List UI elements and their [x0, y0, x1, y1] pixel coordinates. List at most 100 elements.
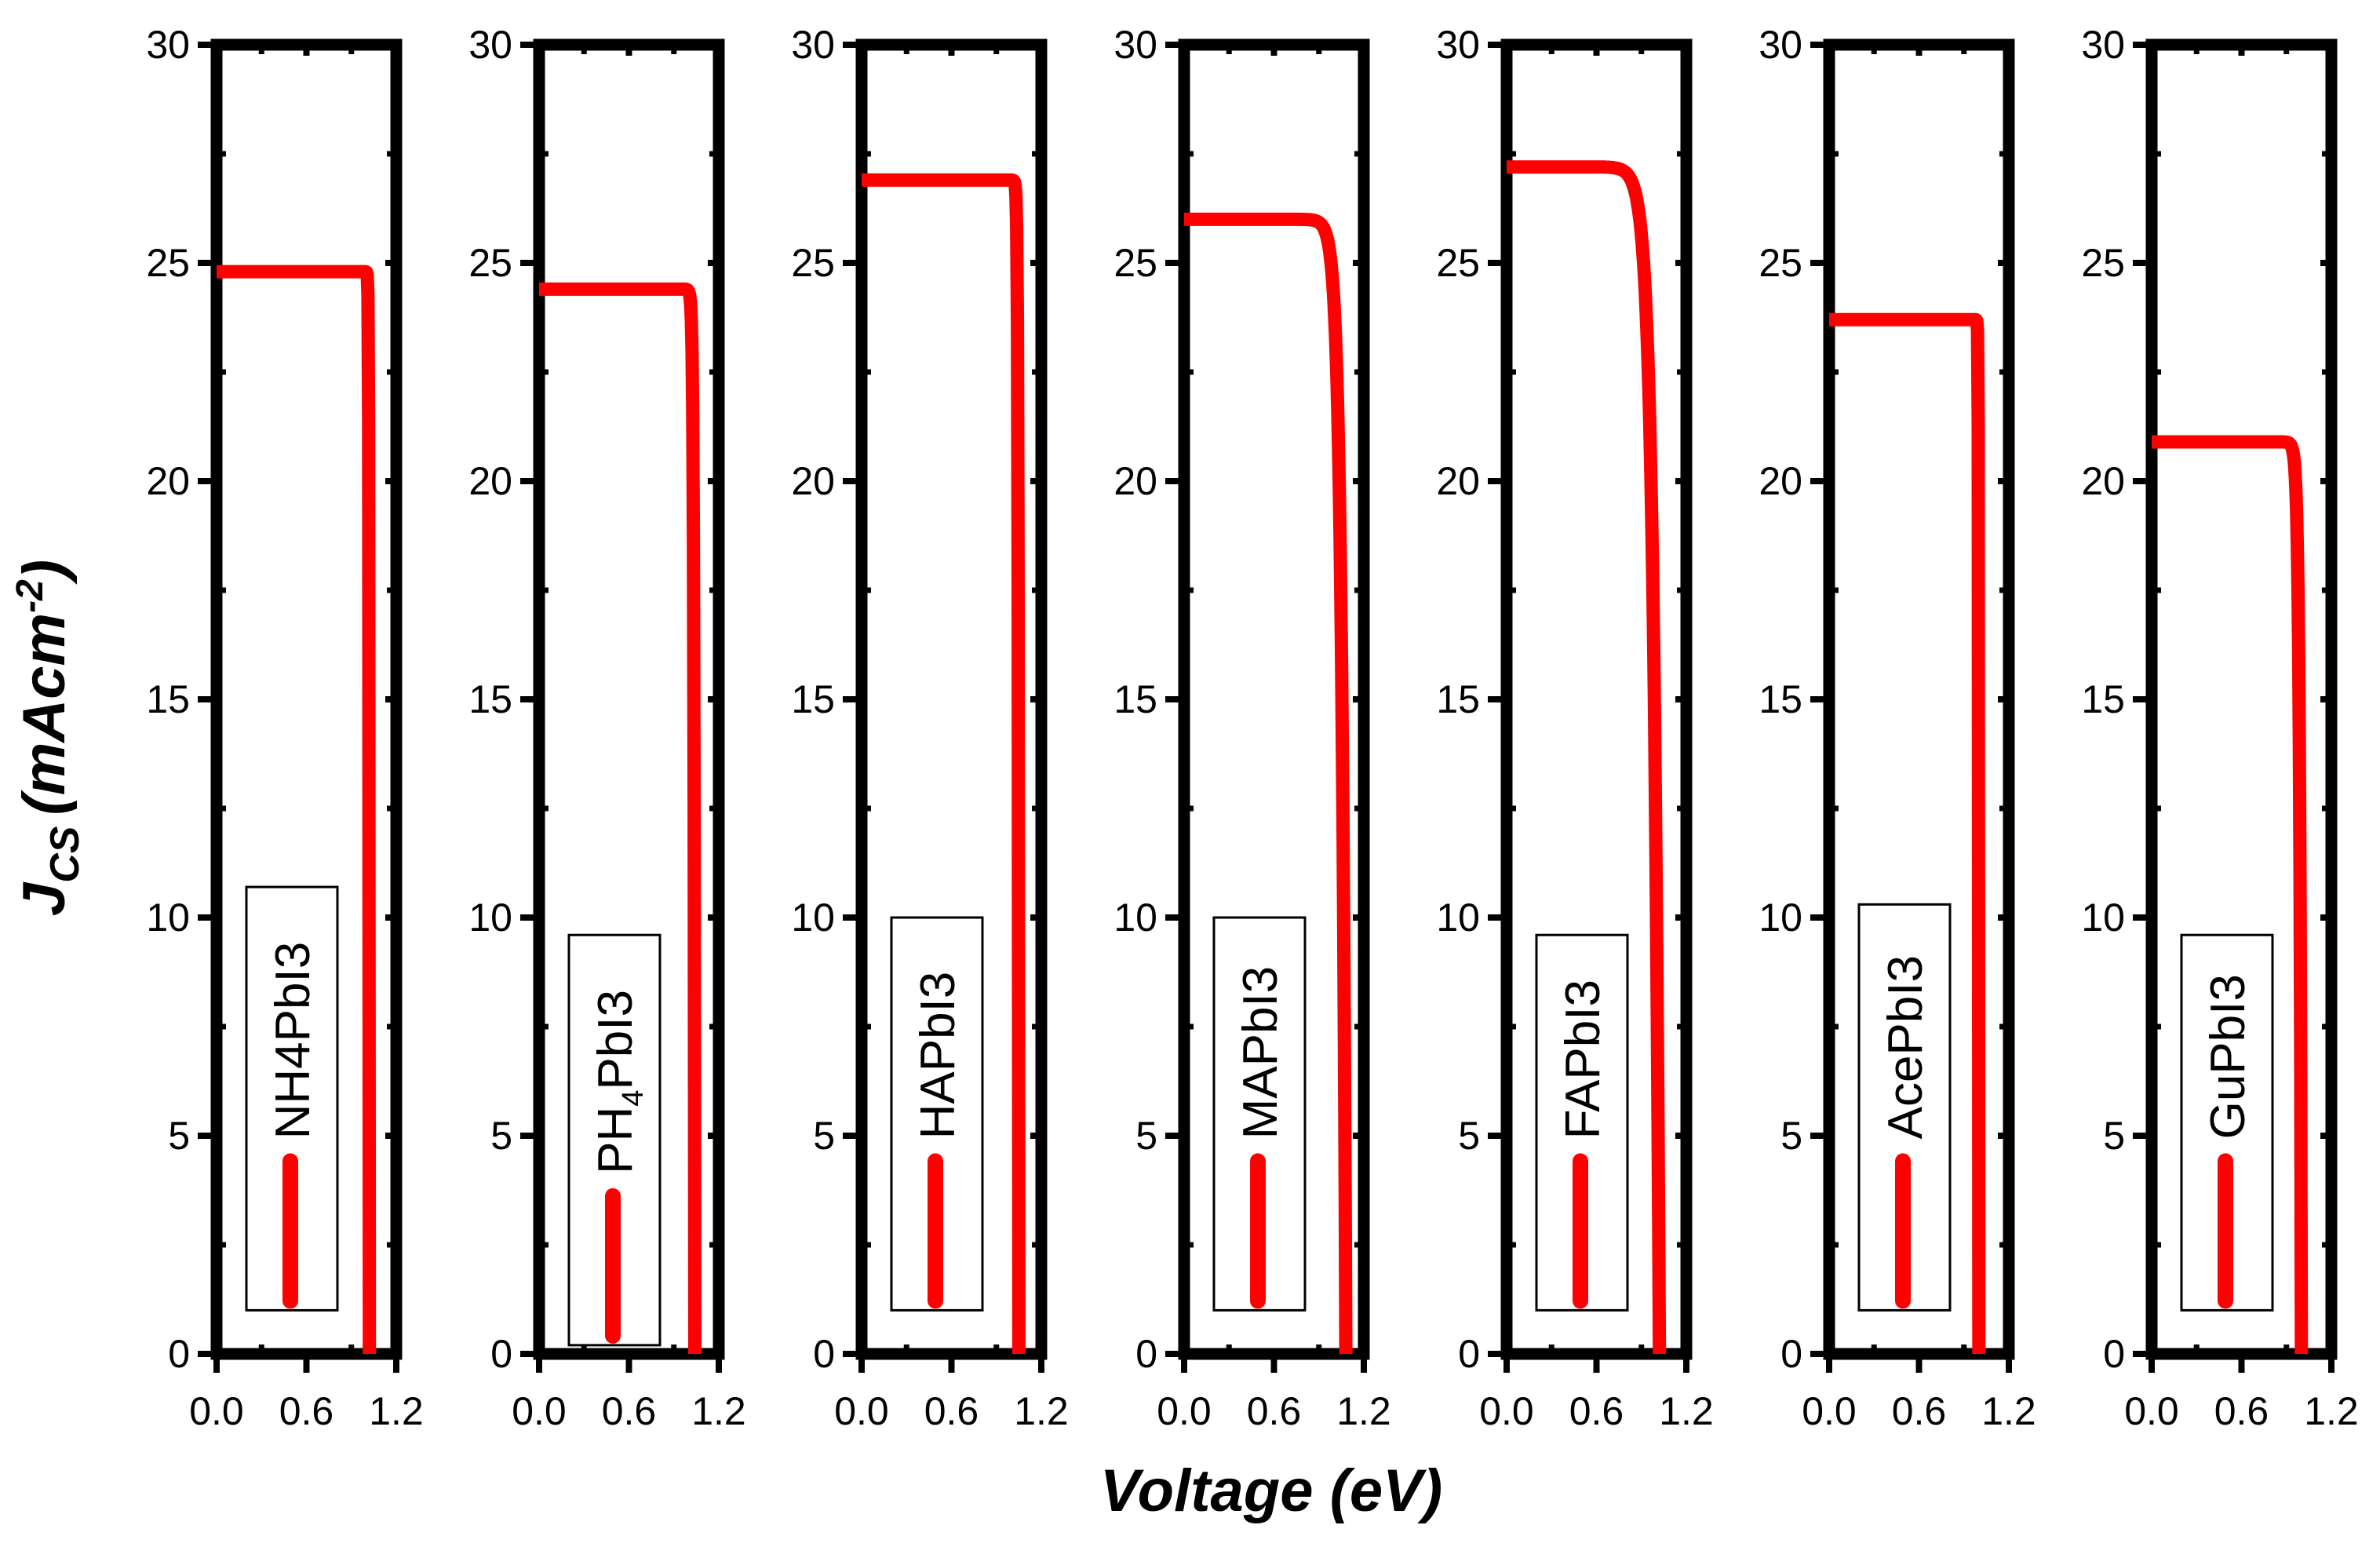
- x-tick-label: 0.0: [189, 1389, 244, 1433]
- y-tick-label: 25: [2081, 241, 2125, 285]
- jv-curve: [1500, 160, 1667, 1355]
- y-axis-title-sub: CS: [42, 826, 88, 883]
- x-tick-label: 0.0: [834, 1389, 889, 1433]
- y-tick-label: 20: [1113, 459, 1157, 503]
- y-tick-label: 5: [490, 1114, 512, 1158]
- y-tick-label: 5: [1135, 1114, 1157, 1158]
- panel-3: 0 5 10 15 20 25 30 0.0 0.6 1.2 HAPbI3: [791, 23, 1068, 1433]
- jv-curve: [1823, 312, 1986, 1355]
- x-tick-label: 0.6: [1892, 1389, 1947, 1433]
- panel-5: 0 5 10 15 20 25 30 0.0 0.6 1.2 FAPbI3: [1436, 23, 1713, 1433]
- y-tick-label: 30: [1436, 23, 1480, 67]
- y-tick-label: 25: [1436, 241, 1480, 285]
- legend-label: NH4PbI3: [266, 942, 320, 1140]
- y-tick-label: 10: [2081, 896, 2125, 940]
- y-tick-label: 30: [1113, 23, 1157, 67]
- x-tick-label: 1.2: [691, 1389, 746, 1433]
- x-tick-label: 0.0: [1157, 1389, 1212, 1433]
- x-tick-label: 1.2: [1659, 1389, 1714, 1433]
- x-tick-label: 0.6: [2214, 1389, 2269, 1433]
- x-tick-label: 0.0: [512, 1389, 567, 1433]
- legend-label: AcePbI3: [1879, 955, 1933, 1139]
- y-tick-label: 25: [468, 241, 512, 285]
- y-tick-label: 0: [813, 1332, 835, 1376]
- jv-curve: [533, 282, 702, 1355]
- y-tick-label: 25: [1759, 241, 1802, 285]
- y-tick-label: 5: [1780, 1114, 1802, 1158]
- x-tick-label: 0.0: [1479, 1389, 1534, 1433]
- y-tick-label: 15: [468, 677, 512, 721]
- x-tick-label: 0.0: [1802, 1389, 1857, 1433]
- y-tick-label: 20: [1436, 459, 1480, 503]
- y-axis-title-main: J: [11, 881, 78, 916]
- y-tick-label: 20: [791, 459, 835, 503]
- x-tick-label: 0.6: [279, 1389, 334, 1433]
- y-axis-title-unit-exp: -2: [9, 579, 51, 613]
- panel-6: 0 5 10 15 20 25 30 0.0 0.6 1.2 AcePbI3: [1759, 23, 2036, 1433]
- y-tick-label: 15: [1113, 677, 1157, 721]
- y-tick-label: 30: [146, 23, 190, 67]
- y-axis-title: JCS(mAcm-2): [9, 560, 88, 916]
- x-tick-label: 0.0: [2124, 1389, 2179, 1433]
- panel-2: 0 5 10 15 20 25 30 0.0 0.6 1.2 PH4PbI3: [468, 23, 745, 1433]
- y-tick-label: 30: [2081, 23, 2125, 67]
- x-tick-label: 1.2: [1014, 1389, 1069, 1433]
- legend-label: HAPbI3: [911, 972, 965, 1140]
- jv-curve: [855, 173, 1026, 1355]
- y-tick-label: 0: [168, 1332, 190, 1376]
- y-tick-label: 20: [1759, 459, 1802, 503]
- jv-curve: [210, 265, 377, 1355]
- y-tick-label: 30: [791, 23, 835, 67]
- y-tick-label: 5: [1458, 1114, 1480, 1158]
- x-tick-label: 0.6: [1247, 1389, 1302, 1433]
- x-tick-label: 1.2: [1336, 1389, 1391, 1433]
- y-tick-label: 30: [1759, 23, 1802, 67]
- y-tick-label: 10: [1113, 896, 1157, 940]
- y-axis-title-unit: (mAcm: [11, 613, 78, 815]
- panel-1: 0 5 10 15 20 25 30 0.0 0.6 1.2 NH4PbI3: [146, 23, 423, 1433]
- panels-layer: 0 5 10 15 20 25 30 0.0 0.6 1.2 NH4PbI3 0 5 10 15 20 25 30…: [146, 23, 2358, 1433]
- x-tick-label: 1.2: [369, 1389, 424, 1433]
- x-tick-label: 0.6: [1569, 1389, 1624, 1433]
- y-tick-label: 25: [791, 241, 835, 285]
- y-tick-label: 5: [168, 1114, 190, 1158]
- y-tick-label: 25: [1113, 241, 1157, 285]
- y-tick-label: 10: [791, 896, 835, 940]
- y-tick-label: 5: [2103, 1114, 2125, 1158]
- x-tick-label: 1.2: [1981, 1389, 2036, 1433]
- y-tick-label: 20: [468, 459, 512, 503]
- y-tick-label: 10: [1436, 896, 1480, 940]
- y-tick-label: 10: [468, 896, 512, 940]
- y-tick-label: 0: [1458, 1332, 1480, 1376]
- y-tick-label: 15: [146, 677, 190, 721]
- jv-curve: [2145, 435, 2309, 1355]
- legend-label: PH4PbI3: [589, 990, 650, 1174]
- y-tick-label: 10: [1759, 896, 1802, 940]
- legend-label: FAPbI3: [1556, 980, 1610, 1139]
- y-tick-label: 0: [1135, 1332, 1157, 1376]
- y-tick-label: 0: [1780, 1332, 1802, 1376]
- y-tick-label: 15: [2081, 677, 2125, 721]
- x-tick-label: 0.6: [924, 1389, 979, 1433]
- y-tick-label: 0: [490, 1332, 512, 1376]
- y-tick-label: 30: [468, 23, 512, 67]
- y-tick-label: 20: [2081, 459, 2125, 503]
- jv-curve: [1178, 212, 1353, 1355]
- legend-label: MAPbI3: [1234, 966, 1288, 1140]
- x-axis-title: Voltage (eV): [1100, 1458, 1442, 1524]
- legend-label: GuPbI3: [2201, 974, 2255, 1139]
- y-tick-label: 15: [791, 677, 835, 721]
- y-tick-label: 25: [146, 241, 190, 285]
- y-tick-label: 10: [146, 896, 190, 940]
- x-tick-label: 0.6: [602, 1389, 657, 1433]
- panel-7: 0 5 10 15 20 25 30 0.0 0.6 1.2 GuPbI3: [2081, 23, 2358, 1433]
- panel-4: 0 5 10 15 20 25 30 0.0 0.6 1.2 MAPbI3: [1113, 23, 1390, 1433]
- y-tick-label: 15: [1759, 677, 1802, 721]
- x-tick-label: 1.2: [2304, 1389, 2359, 1433]
- y-tick-label: 5: [813, 1114, 835, 1158]
- y-tick-label: 15: [1436, 677, 1480, 721]
- y-tick-label: 0: [2103, 1332, 2125, 1376]
- legend-box: [1857, 903, 1952, 1312]
- y-tick-label: 20: [146, 459, 190, 503]
